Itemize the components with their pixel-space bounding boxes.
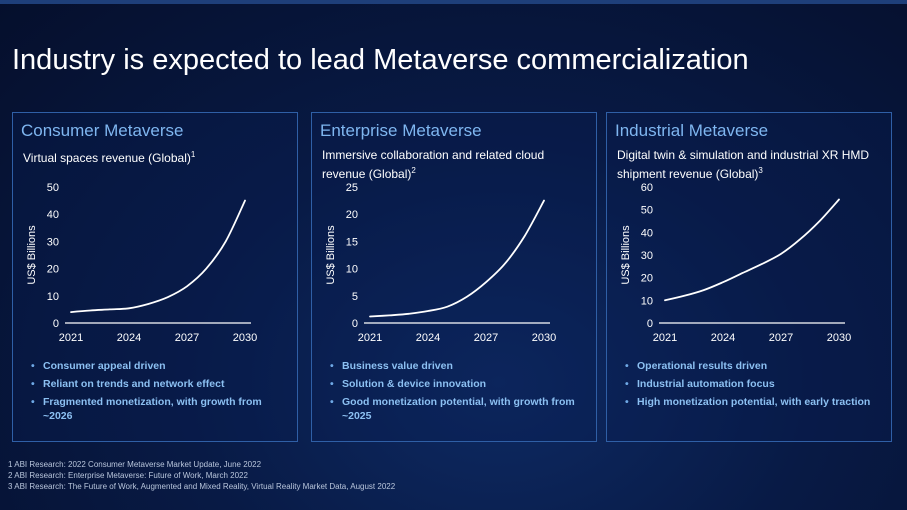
panel-subtitle: Virtual spaces revenue (Global)1 [23,147,291,166]
top-strip [0,0,907,4]
panel-subtitle: Digital twin & simulation and industrial… [617,147,885,182]
series-line [70,199,246,313]
y-tick-label: 10 [346,264,358,276]
bullet-list: Operational results driven Industrial au… [625,359,875,413]
y-axis-label: US$ Billions [325,225,337,285]
y-tick-label: 20 [346,209,358,221]
panel-subtitle-text: Digital twin & simulation and industrial… [617,148,870,181]
bullet-item: Fragmented monetization, with growth fro… [31,395,281,423]
y-tick-label: 10 [47,291,59,303]
panel-subtitle-text: Virtual spaces revenue (Global) [23,151,191,165]
x-tick-label: 2027 [474,332,498,344]
x-tick-label: 2021 [59,332,83,344]
series-line [664,198,840,302]
series-line [369,199,545,318]
bullet-item: Consumer appeal driven [31,359,281,373]
bullet-list: Business value driven Solution & device … [330,359,580,427]
bullet-item: High monetization potential, with early … [625,395,875,409]
bullet-item: Solution & device innovation [330,377,580,391]
y-tick-label: 50 [47,182,59,194]
footnote: 3 ABI Research: The Future of Work, Augm… [8,482,396,491]
y-tick-label: 50 [641,205,653,217]
panel-consumer: Consumer Metaverse Virtual spaces revenu… [12,112,298,442]
y-tick-label: 20 [47,264,59,276]
bullet-list: Consumer appeal driven Reliant on trends… [31,359,281,427]
y-tick-label: 5 [352,291,358,303]
y-tick-label: 0 [647,318,653,330]
x-tick-label: 2021 [653,332,677,344]
x-tick-label: 2024 [117,332,141,344]
x-tick-label: 2024 [711,332,735,344]
footnotes: 1 ABI Research: 2022 Consumer Metaverse … [8,459,395,492]
bullet-item: Industrial automation focus [625,377,875,391]
panel-subtitle: Immersive collaboration and related clou… [322,147,590,182]
bullet-item: Operational results driven [625,359,875,373]
y-tick-label: 40 [47,209,59,221]
y-tick-label: 60 [641,182,653,194]
y-tick-label: 10 [641,295,653,307]
x-tick-label: 2027 [769,332,793,344]
x-tick-label: 2024 [416,332,440,344]
panel-title: Consumer Metaverse [21,121,184,140]
panel-title: Enterprise Metaverse [320,121,482,140]
y-tick-label: 15 [346,236,358,248]
panel-title: Industrial Metaverse [615,121,769,140]
x-tick-label: 2030 [532,332,556,344]
panel-industrial: Industrial Metaverse Digital twin & simu… [606,112,892,442]
bullet-item: Reliant on trends and network effect [31,377,281,391]
x-tick-label: 2030 [827,332,851,344]
panel-subtitle-text: Immersive collaboration and related clou… [322,148,545,181]
footnote: 2 ABI Research: Enterprise Metaverse: Fu… [8,471,248,480]
x-tick-label: 2021 [358,332,382,344]
x-tick-label: 2027 [175,332,199,344]
y-tick-label: 20 [641,273,653,285]
footnote-ref: 1 [190,150,196,159]
y-axis-label: US$ Billions [620,225,632,285]
footnote: 1 ABI Research: 2022 Consumer Metaverse … [8,460,262,469]
y-tick-label: 30 [641,250,653,262]
y-tick-label: 30 [47,236,59,248]
bullet-item: Good monetization potential, with growth… [330,395,580,423]
y-tick-label: 25 [346,182,358,194]
x-tick-label: 2030 [233,332,257,344]
y-tick-label: 0 [352,318,358,330]
y-axis-label: US$ Billions [26,225,38,285]
footnote-ref: 2 [411,166,416,175]
y-tick-label: 40 [641,227,653,239]
y-tick-label: 0 [53,318,59,330]
footnote-ref: 3 [758,166,763,175]
bullet-item: Business value driven [330,359,580,373]
slide-title: Industry is expected to lead Metaverse c… [12,44,749,76]
chart-enterprise: 0 5 10 15 20 25 2021 2024 2027 2030 US$ Billions [325,182,556,344]
panel-enterprise: Enterprise Metaverse Immersive collabora… [311,112,597,442]
